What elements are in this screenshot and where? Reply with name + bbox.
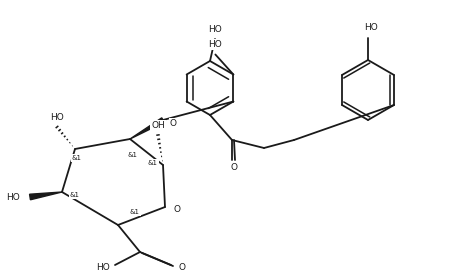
Text: O: O	[230, 163, 237, 173]
Text: HO: HO	[208, 40, 222, 49]
Text: HO: HO	[207, 24, 221, 34]
Text: O: O	[170, 119, 177, 127]
Text: &1: &1	[130, 209, 140, 215]
Polygon shape	[29, 192, 62, 200]
Polygon shape	[130, 118, 164, 139]
Text: O: O	[179, 263, 186, 271]
Text: HO: HO	[364, 22, 377, 32]
Text: OH: OH	[151, 120, 165, 130]
Text: &1: &1	[147, 160, 158, 166]
Text: HO: HO	[6, 193, 20, 201]
Text: &1: &1	[70, 192, 80, 198]
Text: O: O	[174, 206, 180, 214]
Text: &1: &1	[128, 152, 138, 158]
Text: &1: &1	[72, 155, 82, 161]
Text: HO: HO	[50, 112, 64, 122]
Text: HO: HO	[96, 263, 110, 271]
